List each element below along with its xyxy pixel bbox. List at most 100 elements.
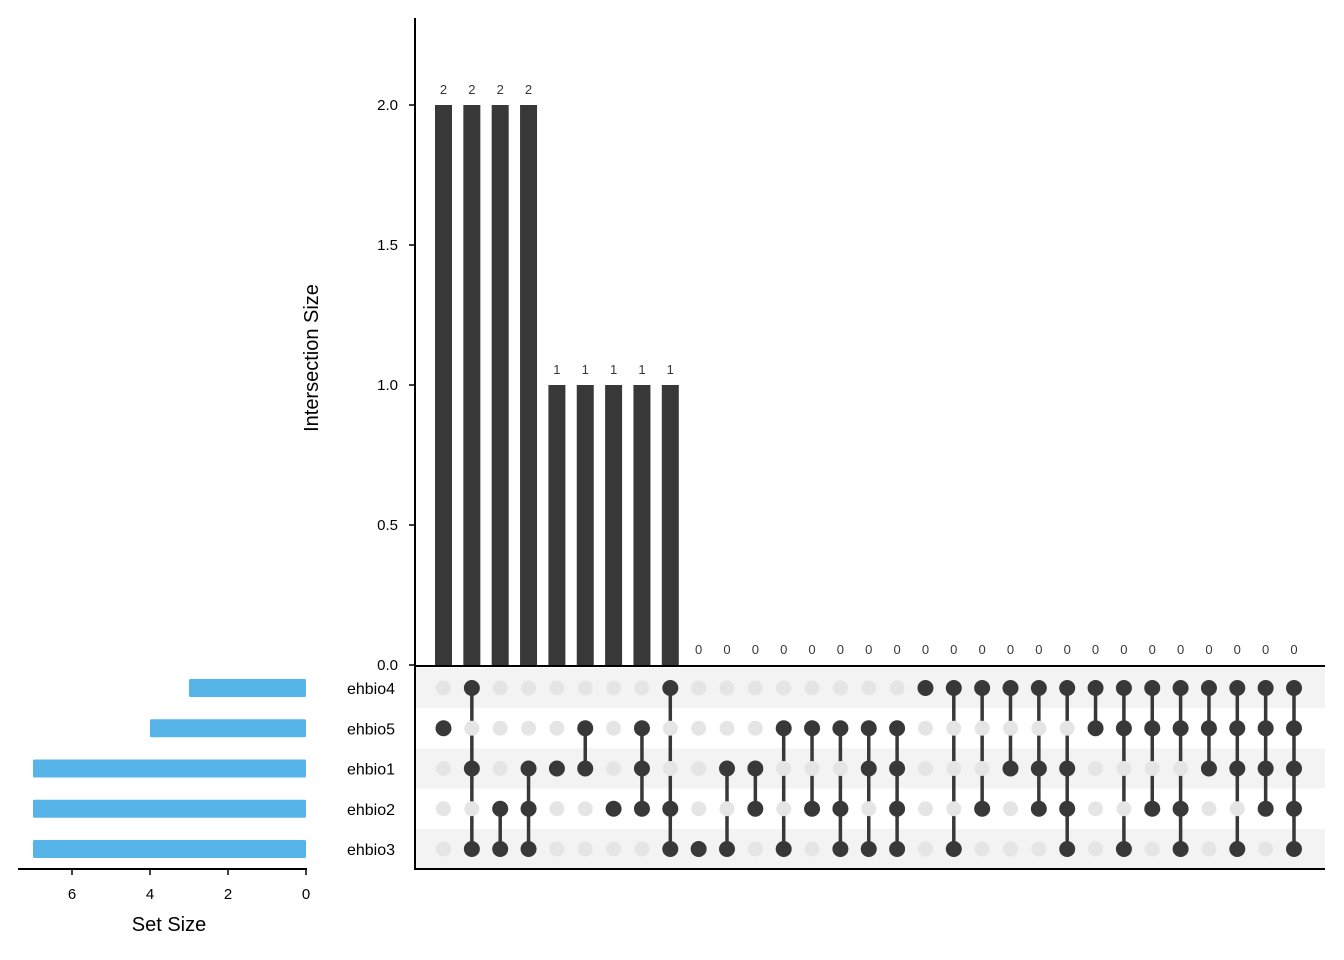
matrix-dot-inactive xyxy=(861,801,877,817)
matrix-dot-inactive xyxy=(521,680,537,696)
intersection-bar xyxy=(491,105,509,665)
intersection-bar-value: 0 xyxy=(979,642,986,657)
matrix-dot-inactive xyxy=(1031,720,1047,736)
intersection-bar-value: 2 xyxy=(497,82,504,97)
matrix-dot-inactive xyxy=(776,801,792,817)
matrix-dot-active xyxy=(1115,720,1132,737)
matrix-dot-inactive xyxy=(549,801,565,817)
matrix-dot-inactive xyxy=(1116,801,1132,817)
matrix-dot-inactive xyxy=(691,761,707,776)
matrix-dot-inactive xyxy=(464,720,480,736)
intersection-bar-value: 1 xyxy=(582,362,589,377)
matrix-dot-active xyxy=(1286,841,1302,857)
matrix-dot-active xyxy=(889,800,906,817)
matrix-dot-active xyxy=(889,720,906,737)
intersection-bar-value: 0 xyxy=(1234,642,1241,657)
matrix-dot-active xyxy=(1030,680,1047,696)
matrix-dot-inactive xyxy=(974,841,990,857)
matrix-dot-inactive xyxy=(634,680,650,696)
matrix-dot-inactive xyxy=(804,761,820,776)
intersection-bar-value: 0 xyxy=(1290,642,1297,657)
matrix-dot-active xyxy=(1286,760,1302,777)
matrix-dot-inactive xyxy=(1201,841,1217,857)
matrix-dot-active xyxy=(605,800,622,817)
matrix-dot-active xyxy=(804,800,821,817)
matrix-dot-active xyxy=(1286,680,1302,696)
matrix-dot-inactive xyxy=(1258,841,1274,857)
matrix-dot-inactive xyxy=(549,680,565,696)
matrix-dot-inactive xyxy=(719,801,735,817)
matrix-dot-active xyxy=(1200,760,1217,777)
set-name-label: ehbio4 xyxy=(347,681,395,698)
matrix-dot-active xyxy=(1087,680,1104,696)
intersection-bar-value: 0 xyxy=(1149,642,1156,657)
matrix-dot-active xyxy=(690,841,707,857)
matrix-dot-inactive xyxy=(549,720,565,736)
matrix-dot-active xyxy=(1172,680,1189,696)
matrix-dot-inactive xyxy=(691,720,707,736)
matrix-dot-active xyxy=(1059,841,1076,857)
set-size-bar xyxy=(33,799,306,818)
intersection-matrix xyxy=(414,666,1325,870)
matrix-dot-inactive xyxy=(1088,801,1104,817)
set-size-tick-label: 6 xyxy=(68,886,76,903)
matrix-dot-active xyxy=(719,760,735,777)
intersection-bar xyxy=(576,385,594,665)
matrix-dot-inactive xyxy=(1031,841,1047,857)
set-size-bar xyxy=(33,759,306,778)
matrix-dot-inactive xyxy=(946,720,962,736)
intersection-bar-value: 2 xyxy=(468,82,475,97)
matrix-dot-inactive xyxy=(1003,720,1018,736)
set-size-bars: 6 4 2 0 xyxy=(18,679,310,903)
matrix-dot-active xyxy=(1030,800,1047,817)
matrix-dot-active xyxy=(974,680,991,696)
matrix-dot-active xyxy=(747,800,764,817)
intersection-bar-value: 0 xyxy=(808,642,815,657)
matrix-dot-active xyxy=(1200,720,1217,737)
matrix-dot-active xyxy=(1229,841,1246,857)
intersection-bar-value: 0 xyxy=(837,642,844,657)
matrix-dot-inactive xyxy=(776,761,792,776)
matrix-dot-active xyxy=(520,760,537,777)
matrix-dot-active xyxy=(1144,680,1161,696)
set-name-label: ehbio1 xyxy=(347,762,395,779)
intersection-bar-value: 2 xyxy=(525,82,532,97)
matrix-dot-inactive xyxy=(804,680,820,696)
matrix-dot-inactive xyxy=(1088,841,1104,857)
matrix-dot-active xyxy=(1172,841,1189,857)
matrix-dot-active xyxy=(1286,800,1302,817)
intersection-bar-value: 0 xyxy=(1120,642,1127,657)
matrix-dot-active xyxy=(1059,800,1076,817)
matrix-dot-active xyxy=(633,800,650,817)
matrix-dot-active xyxy=(860,720,877,737)
matrix-dot-active xyxy=(1200,680,1217,696)
matrix-dot-active xyxy=(520,800,537,817)
matrix-dot-active xyxy=(889,841,906,857)
intersection-y-axis: 0.0 0.5 1.0 1.5 2.0 xyxy=(377,18,1325,674)
matrix-dot-active xyxy=(860,841,877,857)
set-name-label: ehbio5 xyxy=(347,721,395,738)
y-tick-label: 1.0 xyxy=(377,377,398,394)
matrix-dot-inactive xyxy=(691,801,707,817)
matrix-dot-inactive xyxy=(889,680,905,696)
intersection-bar-value: 1 xyxy=(667,362,674,377)
matrix-dot-active xyxy=(747,760,764,777)
matrix-dot-inactive xyxy=(747,720,763,736)
intersection-bars xyxy=(435,105,679,665)
matrix-dot-inactive xyxy=(662,720,678,736)
matrix-dot-inactive xyxy=(634,841,650,857)
matrix-dot-inactive xyxy=(1059,720,1075,736)
matrix-dot-inactive xyxy=(1088,761,1104,776)
matrix-dot-inactive xyxy=(577,680,593,696)
matrix-dot-active xyxy=(1257,680,1274,696)
matrix-dot-inactive xyxy=(861,680,877,696)
y-tick-label: 1.5 xyxy=(377,237,398,254)
matrix-dot-inactive xyxy=(946,761,962,776)
matrix-dot-active xyxy=(662,841,679,857)
matrix-dot-inactive xyxy=(719,680,735,696)
set-name-labels: ehbio4 ehbio5 ehbio1 ehbio2 ehbio3 xyxy=(347,681,395,859)
matrix-dot-inactive xyxy=(974,761,990,776)
matrix-dot-inactive xyxy=(436,761,451,776)
matrix-dot-inactive xyxy=(917,801,933,817)
